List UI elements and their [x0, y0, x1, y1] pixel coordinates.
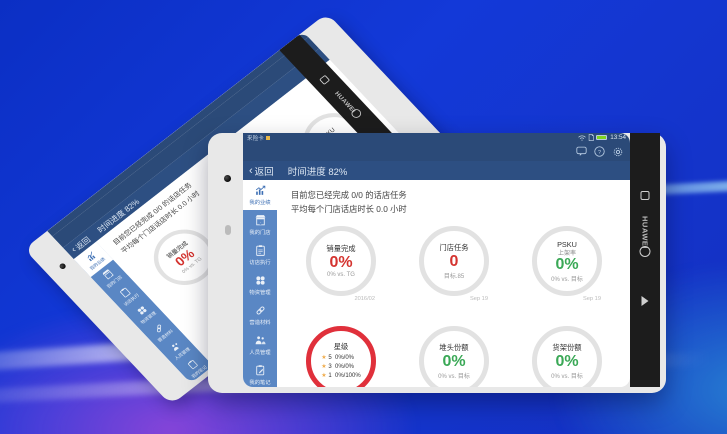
svg-text:?: ?: [598, 150, 601, 156]
